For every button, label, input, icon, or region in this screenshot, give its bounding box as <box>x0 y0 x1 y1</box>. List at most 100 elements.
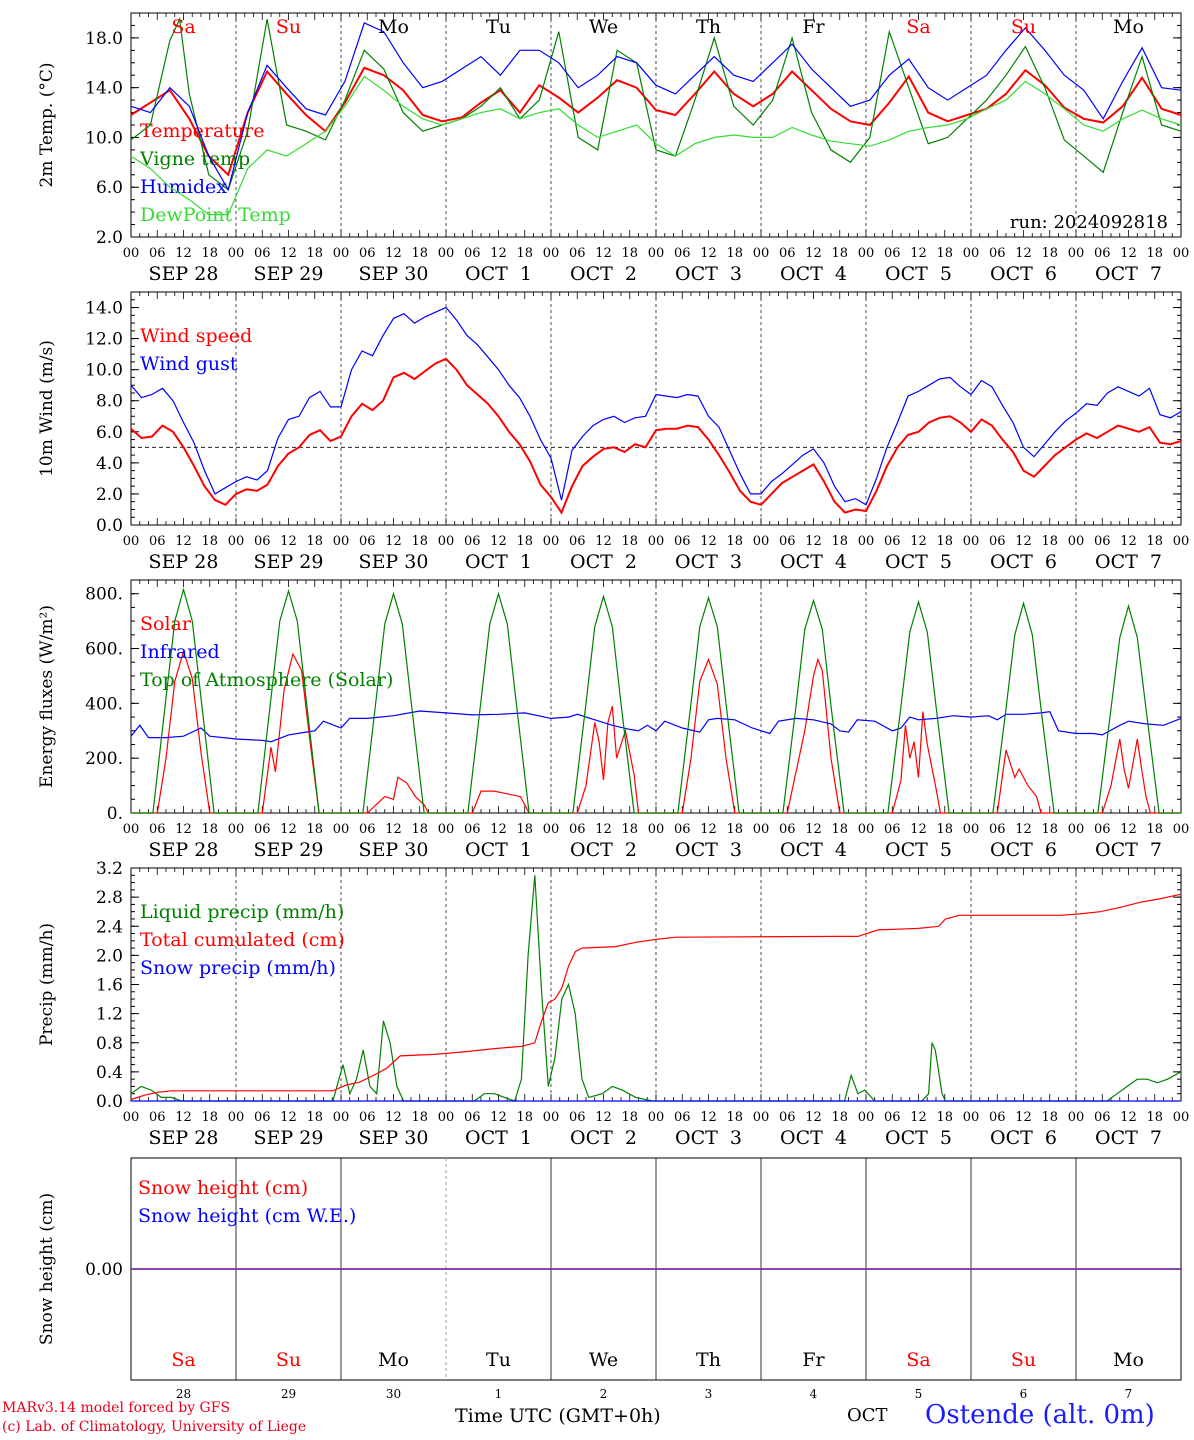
y-axis-label: Precip (mm/h) <box>37 923 57 1046</box>
y-tick-label: 2.4 <box>96 917 123 937</box>
hour-tick-label: 12 <box>805 534 822 549</box>
weekday-label: Fr <box>802 1349 825 1371</box>
y-tick-label: 4.0 <box>96 454 123 474</box>
y-axis-label: Energy fluxes (W/m²) <box>37 605 57 788</box>
y-axis-label: Snow height (cm) <box>37 1193 57 1345</box>
hour-tick-label: 06 <box>569 246 586 261</box>
date-label: OCT 6 <box>990 839 1057 861</box>
hour-tick-label: 18 <box>411 822 428 837</box>
day-number-label: 4 <box>810 1387 818 1401</box>
date-label: SEP 29 <box>254 551 324 573</box>
hour-tick-label: 06 <box>464 822 481 837</box>
y-tick-label: 2.0 <box>96 946 123 966</box>
hour-tick-label: 06 <box>884 822 901 837</box>
panel-1: 2.0 6.0 10.0 14.0 18.0 2m Temp. (°C) Temperatu… <box>37 12 1189 285</box>
hour-tick-label: 18 <box>726 822 743 837</box>
hour-tick-label: 12 <box>1120 822 1137 837</box>
date-label: OCT 4 <box>780 551 847 573</box>
date-label: SEP 28 <box>149 839 219 861</box>
series-line-1 <box>130 66 1182 177</box>
date-label: OCT 7 <box>1095 839 1162 861</box>
hour-tick-label: 12 <box>175 1110 192 1125</box>
hour-tick-label: 12 <box>805 246 822 261</box>
day-number-label: 5 <box>915 1387 923 1401</box>
weekday-label: Mo <box>1113 16 1144 38</box>
hour-tick-label: 06 <box>254 246 271 261</box>
series-line-1 <box>130 357 1182 515</box>
legend-entry: Snow precip (mm/h) <box>140 957 336 979</box>
hour-tick-label: 00 <box>1068 1110 1085 1125</box>
y-tick-label: 2.0 <box>96 228 123 248</box>
date-label: SEP 29 <box>254 839 324 861</box>
hour-tick-label: 00 <box>438 1110 455 1125</box>
hour-tick-label: 00 <box>333 246 350 261</box>
hour-tick-label: 18 <box>201 1110 218 1125</box>
hour-tick-label: 06 <box>569 1110 586 1125</box>
date-label: OCT 3 <box>675 263 742 285</box>
date-label: OCT 5 <box>885 263 952 285</box>
hour-tick-label: 00 <box>228 822 245 837</box>
legend-entry: Liquid precip (mm/h) <box>140 901 344 923</box>
hour-tick-label: 18 <box>1146 822 1163 837</box>
hour-tick-label: 06 <box>359 246 376 261</box>
hour-tick-label: 18 <box>306 1110 323 1125</box>
hour-tick-label: 00 <box>963 246 980 261</box>
hour-tick-label: 12 <box>595 1110 612 1125</box>
y-tick-label: 10.0 <box>85 128 123 148</box>
date-label: OCT 2 <box>570 263 637 285</box>
hour-tick-label: 06 <box>1094 534 1111 549</box>
weekday-label: Mo <box>1113 1349 1144 1371</box>
legend-entry: Snow height (cm W.E.) <box>138 1205 356 1227</box>
y-tick-label: 14.0 <box>85 79 123 99</box>
date-label: OCT 2 <box>570 1127 637 1149</box>
panel-4: 0.0 0.4 0.8 1.2 1.6 2.0 2.4 2.8 3.2 Precip (mm/h)… <box>37 859 1189 1149</box>
hour-tick-label: 00 <box>228 1110 245 1125</box>
hour-tick-label: 06 <box>1094 822 1111 837</box>
hour-tick-label: 18 <box>936 822 953 837</box>
date-label: SEP 29 <box>254 263 324 285</box>
hour-tick-label: 12 <box>280 534 297 549</box>
weekday-label: Sa <box>171 1349 195 1371</box>
series-line-4 <box>130 75 1182 216</box>
hour-tick-label: 18 <box>516 534 533 549</box>
hour-tick-label: 00 <box>333 822 350 837</box>
hour-tick-label: 06 <box>674 1110 691 1125</box>
hour-tick-label: 18 <box>831 822 848 837</box>
y-tick-label: 2.8 <box>96 888 123 908</box>
hour-tick-label: 18 <box>936 534 953 549</box>
y-axis-label: 10m Wind (m/s) <box>37 340 57 477</box>
hour-tick-label: 00 <box>1173 1110 1190 1125</box>
hour-tick-label: 18 <box>1041 1110 1058 1125</box>
hour-tick-label: 18 <box>1041 534 1058 549</box>
hour-tick-label: 18 <box>936 1110 953 1125</box>
date-label: SEP 28 <box>149 1127 219 1149</box>
hour-tick-label: 00 <box>753 534 770 549</box>
hour-tick-label: 00 <box>333 534 350 549</box>
hour-tick-label: 12 <box>1015 246 1032 261</box>
date-label: OCT 6 <box>990 1127 1057 1149</box>
hour-tick-label: 18 <box>621 1110 638 1125</box>
hour-tick-label: 18 <box>621 534 638 549</box>
hour-tick-label: 00 <box>1068 822 1085 837</box>
hour-tick-label: 18 <box>621 246 638 261</box>
hour-tick-label: 12 <box>1120 534 1137 549</box>
weekday-label: Sa <box>906 16 930 38</box>
y-tick-label: 14.0 <box>85 299 123 319</box>
hour-tick-label: 06 <box>149 246 166 261</box>
hour-tick-label: 12 <box>490 822 507 837</box>
hour-tick-label: 18 <box>201 534 218 549</box>
day-number-label: 6 <box>1020 1387 1028 1401</box>
hour-tick-label: 12 <box>490 1110 507 1125</box>
y-tick-label: 0.0 <box>96 516 123 536</box>
month-label: OCT <box>847 1405 888 1426</box>
date-label: OCT 1 <box>465 263 532 285</box>
y-tick-label: 800. <box>85 585 123 605</box>
weekday-label: Th <box>696 16 721 38</box>
date-label: OCT 5 <box>885 1127 952 1149</box>
hour-tick-label: 18 <box>201 246 218 261</box>
y-tick-label: 0.00 <box>85 1260 123 1280</box>
hour-tick-label: 12 <box>280 822 297 837</box>
series-line-3 <box>131 587 1181 814</box>
hour-tick-label: 00 <box>333 1110 350 1125</box>
